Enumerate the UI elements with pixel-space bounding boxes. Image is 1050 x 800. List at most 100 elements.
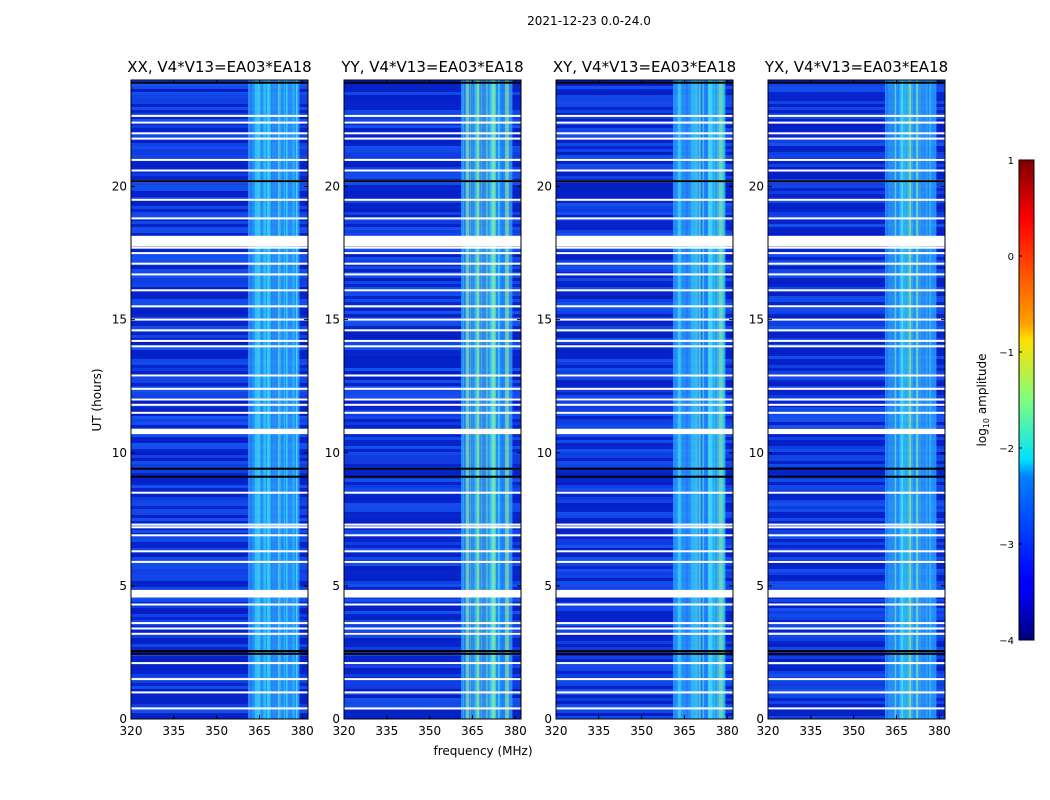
- x-tick-label: 335: [799, 724, 822, 738]
- noise-row: [131, 161, 308, 164]
- flag-row: [344, 662, 521, 665]
- noise-row: [768, 416, 945, 419]
- noise-row: [344, 380, 521, 383]
- noise-row: [344, 149, 521, 152]
- flag-row: [344, 550, 521, 553]
- noise-row: [556, 674, 733, 677]
- noise-row: [344, 683, 521, 686]
- noise-row: [131, 248, 308, 251]
- noise-row: [556, 161, 733, 164]
- noise-row: [768, 83, 945, 86]
- noise-row: [344, 83, 521, 86]
- flag-row: [131, 132, 308, 135]
- flag-row: [768, 632, 945, 635]
- flag-row: [131, 252, 308, 255]
- noise-row: [556, 299, 733, 302]
- y-tick-label: 10: [749, 446, 764, 460]
- noise-row: [344, 89, 521, 92]
- noise-row: [344, 323, 521, 326]
- noise-row: [344, 551, 521, 554]
- noise-row: [131, 545, 308, 548]
- flag-row: [131, 632, 308, 635]
- noise-row: [768, 695, 945, 698]
- noise-row: [344, 224, 521, 227]
- noise-row: [131, 215, 308, 218]
- flag-row: [344, 403, 521, 406]
- flag-row: [131, 627, 308, 630]
- x-tick-label: 380: [716, 724, 739, 738]
- noise-row: [131, 224, 308, 227]
- noise-row: [768, 281, 945, 284]
- flag-row: [344, 691, 521, 694]
- noise-row: [768, 425, 945, 428]
- flag-block: [556, 235, 733, 247]
- noise-row: [768, 86, 945, 89]
- flag-row: [344, 345, 521, 348]
- noise-row: [131, 233, 308, 236]
- flag-row: [131, 158, 308, 161]
- noise-row: [131, 458, 308, 461]
- noise-row: [556, 473, 733, 476]
- flag-row: [344, 707, 521, 710]
- noise-row: [131, 410, 308, 413]
- noise-row: [131, 503, 308, 506]
- noise-row: [768, 617, 945, 620]
- flag-row: [131, 691, 308, 694]
- noise-row: [131, 317, 308, 320]
- noise-row: [344, 278, 521, 281]
- flag-row: [768, 691, 945, 694]
- noise-row: [344, 599, 521, 602]
- noise-row: [344, 161, 521, 164]
- noise-row: [556, 644, 733, 647]
- noise-row: [344, 578, 521, 581]
- flag-row: [556, 707, 733, 710]
- noise-row: [344, 377, 521, 380]
- noise-row: [768, 716, 945, 719]
- dark-flag-row: [556, 180, 733, 183]
- noise-row: [344, 350, 521, 353]
- noise-row: [768, 377, 945, 380]
- noise-row: [344, 227, 521, 230]
- noise-row: [556, 194, 733, 197]
- noise-row: [556, 104, 733, 107]
- dark-flag-row: [344, 180, 521, 183]
- flag-row: [131, 217, 308, 220]
- noise-row: [131, 290, 308, 293]
- noise-row: [131, 134, 308, 137]
- noise-row: [131, 641, 308, 644]
- flag-row: [131, 523, 308, 526]
- noise-row: [344, 518, 521, 521]
- flag-block: [344, 235, 521, 247]
- noise-row: [131, 530, 308, 533]
- noise-row: [556, 434, 733, 437]
- x-axis-label: frequency (MHz): [433, 744, 532, 758]
- noise-row: [131, 392, 308, 395]
- flag-block: [556, 428, 733, 435]
- flag-row: [768, 318, 945, 321]
- noise-row: [344, 245, 521, 248]
- flag-row: [768, 289, 945, 292]
- noise-row: [768, 221, 945, 224]
- noise-row: [556, 230, 733, 233]
- noise-row: [556, 98, 733, 101]
- flag-row: [768, 252, 945, 255]
- noise-row: [768, 419, 945, 422]
- noise-row: [768, 350, 945, 353]
- flag-row: [556, 534, 733, 537]
- noise-row: [768, 437, 945, 440]
- noise-row: [131, 578, 308, 581]
- noise-row: [768, 569, 945, 572]
- noise-row: [556, 218, 733, 221]
- noise-row: [344, 320, 521, 323]
- flag-row: [344, 305, 521, 308]
- flag-row: [556, 691, 733, 694]
- noise-row: [556, 716, 733, 719]
- noise-row: [556, 581, 733, 584]
- noise-row: [556, 635, 733, 638]
- noise-row: [344, 629, 521, 632]
- flag-row: [344, 560, 521, 563]
- noise-row: [768, 458, 945, 461]
- figure-suptitle: 2021-12-23 0.0-24.0: [527, 14, 651, 28]
- noise-row: [131, 461, 308, 464]
- flag-row: [556, 632, 733, 635]
